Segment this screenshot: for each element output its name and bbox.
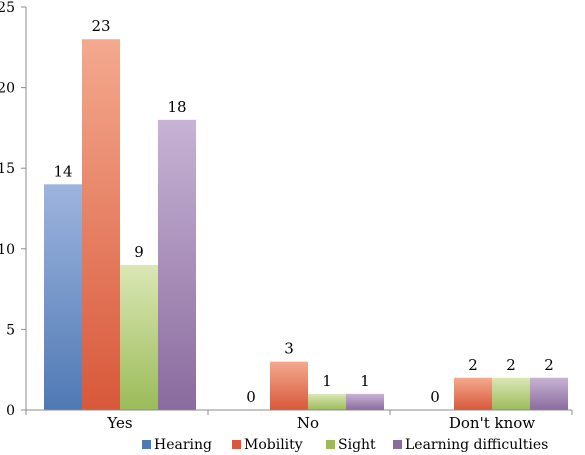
bar-sight-don-t-know bbox=[492, 377, 530, 410]
y-tick-label: 5 bbox=[6, 322, 15, 338]
legend-label-mobility: Mobility bbox=[244, 437, 303, 453]
y-axis: 0 5 10 15 20 25 bbox=[0, 0, 27, 419]
data-label-learning-difficulties-no: 1 bbox=[360, 372, 370, 390]
bar-mobility-don-t-know bbox=[454, 377, 492, 410]
bar-sight-no bbox=[308, 393, 346, 410]
bars: 14 23 9 18 0 3 1 1 0 2 2 2 bbox=[44, 17, 568, 411]
data-label-hearing-yes: 14 bbox=[53, 162, 72, 180]
data-label-mobility-no: 3 bbox=[284, 340, 294, 358]
bar-sight-yes bbox=[120, 264, 158, 410]
data-label-hearing-no: 0 bbox=[246, 388, 256, 406]
legend-label-learning-difficulties: Learning difficulties bbox=[405, 437, 548, 453]
bar-learning-difficulties-no bbox=[346, 393, 384, 410]
legend-swatch-learning-difficulties bbox=[393, 440, 402, 449]
data-label-sight-yes: 9 bbox=[134, 243, 144, 261]
bar-hearing-yes bbox=[44, 184, 82, 410]
y-tick-label: 15 bbox=[0, 161, 15, 177]
legend: Hearing Mobility Sight Learning difficultie… bbox=[142, 437, 548, 453]
y-tick-label: 0 bbox=[6, 403, 15, 419]
y-tick-label: 10 bbox=[0, 242, 15, 258]
data-label-learning-difficulties-yes: 18 bbox=[167, 98, 186, 116]
data-label-mobility-don-t-know: 2 bbox=[468, 356, 478, 374]
data-label-hearing-don-t-know: 0 bbox=[430, 388, 440, 406]
legend-label-sight: Sight bbox=[338, 437, 376, 453]
x-tick-label-yes: Yes bbox=[106, 414, 132, 432]
y-tick-label: 20 bbox=[0, 81, 15, 97]
data-label-sight-no: 1 bbox=[322, 372, 332, 390]
data-label-mobility-yes: 23 bbox=[91, 17, 110, 35]
legend-label-hearing: Hearing bbox=[154, 437, 212, 453]
bar-learning-difficulties-don-t-know bbox=[530, 377, 568, 410]
bar-learning-difficulties-yes bbox=[158, 119, 196, 410]
data-label-sight-don-t-know: 2 bbox=[506, 356, 516, 374]
y-tick-label: 25 bbox=[0, 0, 15, 16]
bar-mobility-yes bbox=[82, 39, 120, 411]
legend-swatch-mobility bbox=[232, 440, 241, 449]
x-tick-label-no: No bbox=[297, 414, 319, 432]
x-axis: Yes No Don't know bbox=[25, 409, 573, 432]
x-tick-label-don-t-know: Don't know bbox=[449, 414, 535, 432]
legend-swatch-hearing bbox=[142, 440, 151, 449]
bar-mobility-no bbox=[270, 361, 308, 410]
data-label-learning-difficulties-don-t-know: 2 bbox=[544, 356, 554, 374]
legend-swatch-sight bbox=[326, 440, 335, 449]
